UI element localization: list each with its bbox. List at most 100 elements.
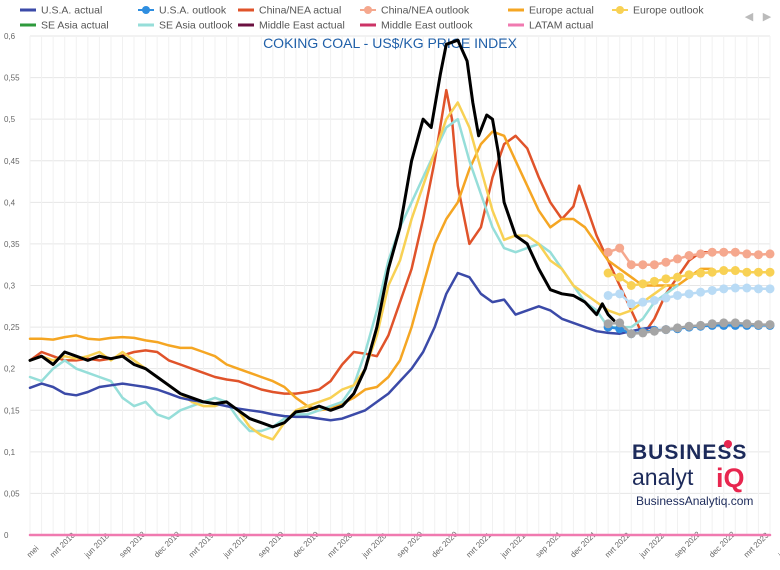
logo-business-text: BUSINESS [632,441,747,464]
series-point [707,267,717,277]
series-point [753,267,763,277]
legend-item[interactable]: LATAM actual [508,20,593,32]
series-line [28,130,714,412]
series-point [626,299,636,309]
series-point [615,289,625,299]
series-europe-actual [28,130,714,412]
legend-label: U.S.A. actual [41,5,102,17]
series-point [684,270,694,280]
nav-prev-icon: ◀ [745,11,754,23]
series-benchmark [28,38,616,429]
legend-item[interactable]: Middle East actual [238,20,345,32]
series-benchmark-outlook [603,318,775,339]
legend-swatch-dot [616,6,624,14]
series-point [661,274,671,284]
series-point [707,247,717,257]
series-layer [28,38,775,537]
legend-label: SE Asia actual [41,20,109,32]
series-point [719,247,729,257]
series-point [603,319,613,329]
y-tick-label: 0,1 [4,448,16,457]
legend-label: Europe actual [529,5,594,17]
y-tick-label: 0,55 [4,74,20,83]
legend-label: Europe outlook [633,5,704,17]
series-point [730,318,740,328]
series-europe-outlook [603,266,775,290]
series-point [765,320,775,330]
series-point [626,260,636,270]
series-point [719,266,729,276]
y-tick-label: 0,05 [4,489,20,498]
nav-next-icon: ▶ [763,11,772,23]
legend-item[interactable]: U.S.A. outlook [138,5,227,17]
series-u-s-a-actual [28,271,656,422]
series-se-asia-outlook [603,283,775,309]
series-point [730,247,740,257]
series-point [753,284,763,294]
legend-item[interactable]: Europe actual [508,5,594,17]
series-point [742,319,752,329]
series-point [707,285,717,295]
legend-item[interactable]: SE Asia outlook [138,20,233,32]
series-point [696,249,706,259]
legend-label: SE Asia outlook [159,20,233,32]
y-tick-label: 0,4 [4,198,16,207]
x-tick-label: jun 2023 [776,531,780,560]
nav-next-button[interactable]: ▶ [763,11,772,23]
legend[interactable]: U.S.A. actual U.S.A. outlook China/NEA act… [20,5,704,32]
legend-item[interactable]: SE Asia actual [20,20,109,32]
series-point [649,326,659,336]
series-point [638,328,648,338]
legend-label: Middle East outlook [381,20,473,32]
series-point [661,257,671,267]
y-tick-label: 0,2 [4,365,16,374]
series-point [696,287,706,297]
logo-iq-text: iQ [716,463,745,493]
logo-analyt-text: analyt [632,464,694,490]
series-point [765,267,775,277]
x-tick-label: mei [25,544,41,560]
series-point [684,321,694,331]
series-point [765,249,775,259]
y-tick-label: 0,45 [4,157,20,166]
businessanalytiq-logo: BUSINESS analyt iQ BusinessAnalytiq.com [632,440,753,508]
series-point [638,297,648,307]
legend-label: LATAM actual [529,20,593,32]
series-line [28,38,616,429]
y-tick-label: 0,35 [4,240,20,249]
series-point [730,283,740,293]
legend-label: China/NEA outlook [381,5,470,17]
series-point [615,243,625,253]
series-point [753,250,763,260]
legend-label: Middle East actual [259,20,345,32]
legend-item[interactable]: China/NEA actual [238,5,341,17]
logo-url-text: BusinessAnalytiq.com [636,494,753,508]
legend-item[interactable]: Europe outlook [612,5,704,17]
y-tick-label: 0,5 [4,115,16,124]
series-point [603,247,613,257]
legend-label: China/NEA actual [259,5,341,17]
series-point [684,289,694,299]
series-point [673,290,682,300]
series-point [719,284,729,294]
legend-label: U.S.A. outlook [159,5,227,17]
legend-item[interactable]: Middle East outlook [360,20,473,32]
logo-dot [724,440,732,448]
series-point [615,272,625,282]
series-line [28,88,714,395]
legend-item[interactable]: China/NEA outlook [360,5,470,17]
series-line [28,271,656,422]
series-point [673,254,682,264]
series-line [28,101,668,441]
series-china-nea-outlook [603,243,775,270]
series-point [742,267,752,277]
series-point [742,283,752,293]
nav-prev-button[interactable]: ◀ [745,11,754,23]
y-tick-label: 0,15 [4,406,20,415]
chart-title: COKING COAL - US$/KG PRICE INDEX [263,35,518,51]
series-point [649,260,659,270]
series-point [673,323,682,333]
legend-item[interactable]: U.S.A. actual [20,5,102,17]
series-europe-outlook [28,101,668,441]
